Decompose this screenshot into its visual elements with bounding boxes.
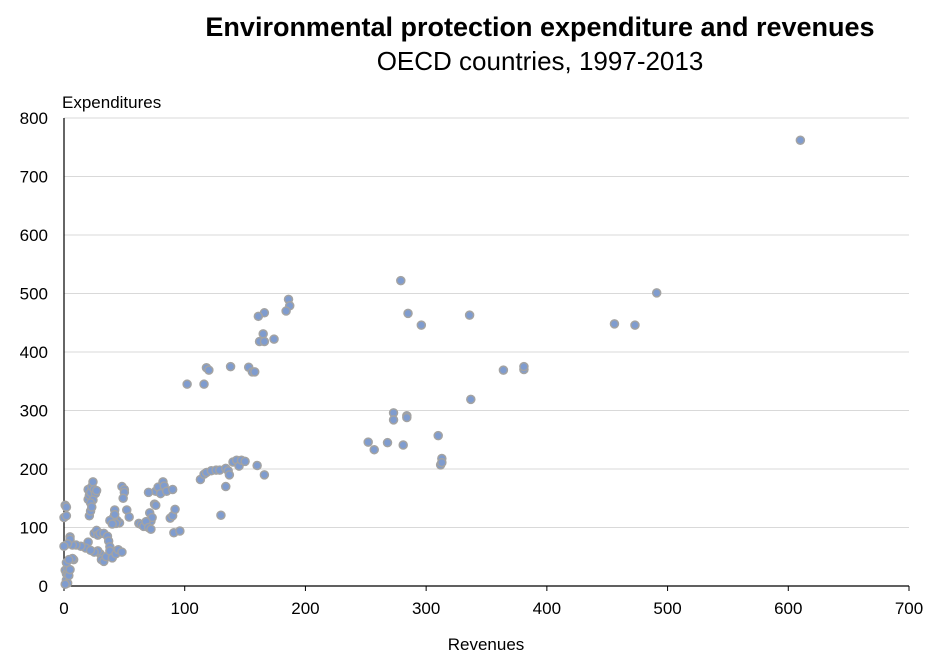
y-axis-title: Expenditures [62,93,161,112]
data-point [87,502,97,512]
data-point [382,437,393,448]
data-point [396,275,406,286]
data-point [281,306,291,316]
x-tick-labels: 0 100 200 300 400 500 600 700 [59,599,923,618]
y-tick-label: 500 [20,285,48,304]
data-point [109,509,120,520]
x-tick-label: 100 [171,599,199,618]
data-point [143,487,154,498]
y-tick-labels: 0 100 200 300 400 500 600 700 800 [20,109,48,596]
x-tick-label: 600 [774,599,802,618]
data-point [91,485,102,496]
data-point [398,440,408,450]
data-point [85,545,96,556]
data-point [388,415,399,425]
data-point [64,554,74,565]
data-point [630,320,640,330]
data-point [369,444,379,455]
x-tick-label: 0 [59,599,68,618]
data-point [363,437,373,447]
data-point [107,519,118,529]
data-point [651,288,662,298]
y-tick-label: 300 [20,402,48,421]
data-point [216,510,226,520]
y-tick-label: 200 [20,460,48,479]
chart-subtitle: OECD countries, 1997-2013 [376,46,704,76]
axes [63,118,910,591]
data-point [61,502,72,512]
data-point [402,412,412,423]
y-tick-label: 700 [20,168,48,187]
data-point [259,336,270,347]
x-tick-label: 200 [291,599,319,618]
data-point [146,524,156,535]
data-point [117,547,127,557]
data-point [60,579,70,589]
data-point [498,365,509,375]
data-point [224,470,235,480]
data-point [59,541,69,551]
data-point [269,334,279,344]
data-point [466,394,476,405]
data-point [437,457,447,468]
data-point [253,311,264,322]
data-point [252,460,262,471]
data-point [249,367,260,377]
y-tick-label: 400 [20,343,48,362]
data-point [182,379,192,389]
data-point [118,493,128,503]
x-tick-label: 300 [412,599,440,618]
chart-title: Environmental protection expenditure and… [205,12,875,42]
data-point [199,379,209,389]
data-point [240,456,250,467]
x-tick-label: 400 [533,599,561,618]
data-point [519,361,529,372]
data-point [464,310,475,320]
data-point [204,365,214,375]
data-point [124,512,134,522]
data-point [403,308,413,319]
x-axis-title: Revenues [448,635,525,653]
data-point [225,361,236,372]
data-point [609,319,620,329]
data-point [170,504,180,515]
data-point [61,511,72,521]
data-point [221,481,231,492]
y-tick-label: 100 [20,519,48,538]
x-tick-label: 700 [895,599,923,618]
data-point [258,329,268,339]
data-point [175,526,185,536]
y-tick-label: 0 [39,577,48,596]
data-point [88,477,98,487]
data-point [795,135,806,145]
gridlines [64,117,909,528]
data-point [167,484,178,495]
x-tick-label: 500 [653,599,681,618]
data-point [416,320,427,330]
data-point [150,500,161,511]
data-point [433,430,443,441]
y-tick-label: 800 [20,109,48,128]
data-points [59,135,806,589]
data-point [259,470,270,480]
y-tick-label: 600 [20,226,48,245]
